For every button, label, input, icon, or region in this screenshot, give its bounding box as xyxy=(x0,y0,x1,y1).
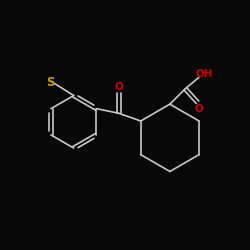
Text: O: O xyxy=(195,104,204,114)
Text: S: S xyxy=(46,76,55,88)
Text: O: O xyxy=(114,82,123,92)
Text: OH: OH xyxy=(196,69,213,79)
